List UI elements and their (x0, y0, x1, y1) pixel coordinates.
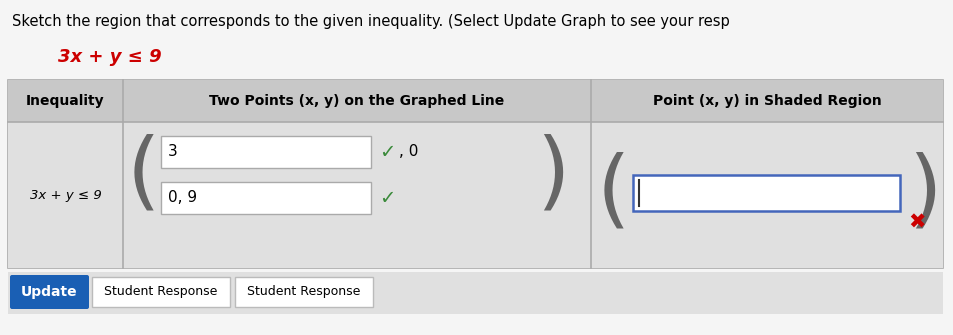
FancyBboxPatch shape (8, 80, 942, 268)
FancyBboxPatch shape (8, 80, 942, 122)
Text: ✖: ✖ (907, 213, 924, 233)
Text: , 0: , 0 (398, 144, 418, 159)
Text: (: ( (126, 134, 159, 216)
Text: Two Points (x, y) on the Graphed Line: Two Points (x, y) on the Graphed Line (209, 94, 504, 108)
FancyBboxPatch shape (8, 272, 942, 314)
FancyBboxPatch shape (91, 277, 230, 307)
FancyBboxPatch shape (8, 122, 942, 268)
FancyBboxPatch shape (633, 175, 899, 211)
Text: ✓: ✓ (378, 142, 395, 161)
FancyBboxPatch shape (161, 136, 371, 168)
Text: Sketch the region that corresponds to the given inequality. (Select Update Graph: Sketch the region that corresponds to th… (12, 14, 729, 29)
Text: Student Response: Student Response (247, 285, 360, 298)
FancyBboxPatch shape (161, 182, 371, 214)
Text: ): ) (907, 151, 941, 234)
Text: Update: Update (21, 285, 78, 299)
Text: 3x + y ≤ 9: 3x + y ≤ 9 (58, 48, 161, 66)
FancyBboxPatch shape (234, 277, 373, 307)
Text: ): ) (536, 134, 569, 216)
Text: 3: 3 (168, 144, 177, 159)
Text: Point (x, y) in Shaded Region: Point (x, y) in Shaded Region (652, 94, 881, 108)
Text: ✓: ✓ (378, 189, 395, 207)
Text: 3x + y ≤ 9: 3x + y ≤ 9 (30, 189, 101, 201)
Text: Student Response: Student Response (104, 285, 217, 298)
Text: (: ( (596, 151, 629, 234)
FancyBboxPatch shape (10, 275, 89, 309)
Text: Inequality: Inequality (26, 94, 105, 108)
Text: 0, 9: 0, 9 (168, 191, 197, 205)
